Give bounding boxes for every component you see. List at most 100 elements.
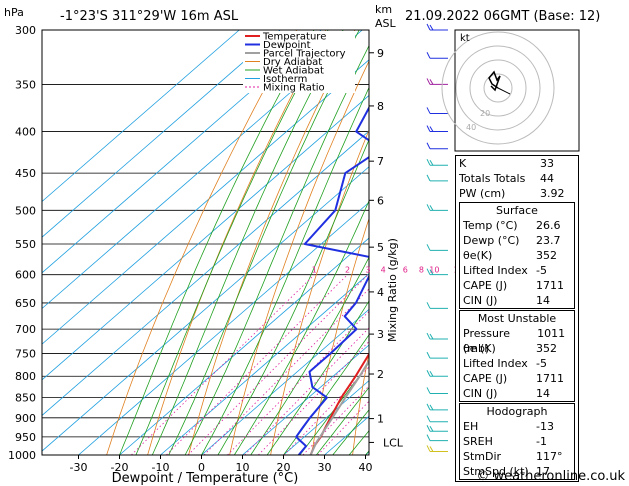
wind-barb-flag: [429, 205, 434, 211]
wind-barb-flag: [426, 142, 431, 149]
mixing-ratio-label: 3: [366, 266, 371, 275]
wind-barb-flag: [426, 107, 431, 114]
wet-adiabat-line: [332, 409, 369, 455]
wind-barb-flag: [426, 425, 431, 432]
hodo-stmdir: StmDir 117°: [463, 450, 563, 463]
wind-barb-flag: [429, 126, 434, 132]
mixing-ratio-line: [131, 274, 315, 455]
km-tick-label: 1: [377, 413, 384, 426]
dry-adiabat-line: [352, 351, 369, 455]
wind-barb-flag: [429, 426, 434, 432]
wind-barb-flag: [429, 333, 434, 340]
wind-barb-flag: [429, 79, 434, 85]
km-tick-label: 8: [377, 100, 384, 113]
legend: Temperature Dewpoint Parcel Trajectory D…: [243, 31, 355, 94]
wet-adiabat-line: [184, 44, 369, 455]
isotherm-line: [160, 273, 369, 455]
pressure-tick-label: 700: [15, 323, 36, 336]
hodograph-unit: kt: [460, 33, 470, 44]
wet-adiabat-line: [233, 199, 369, 455]
mu-theta-e: θe (K) 352: [463, 342, 557, 355]
location-title: -1°23'S 311°29'W 16m ASL: [60, 9, 239, 24]
temperature-tick-label: 0: [198, 461, 205, 474]
hodograph-section: Hodograph EH -13 SREH -1 StmDir 117° StmSpd…: [459, 403, 575, 480]
indices-panel: K 33 Totals Totals 44 PW (cm) 3.92 Surface …: [455, 155, 579, 482]
surface-cin: CIN (J) 14: [463, 294, 550, 307]
dry-adiabat-line: [311, 217, 369, 455]
isotherm-line: [42, 30, 281, 238]
wet-adiabat-line: [250, 256, 369, 455]
wind-barbs: [426, 23, 448, 452]
isotherm-line: [42, 130, 369, 416]
isotherm-line: [42, 59, 369, 345]
km-unit-label: km: [375, 3, 392, 16]
wind-barb-flag: [426, 174, 431, 182]
temperature-tick-label: -10: [152, 461, 170, 474]
wet-adiabat-line: [315, 386, 369, 455]
km-tick-label: 7: [377, 155, 384, 168]
surface-cape: CAPE (J) 1711: [463, 279, 564, 292]
storm-motion-vector: [497, 87, 511, 95]
wind-barb-flag: [426, 78, 431, 85]
wind-barb-flag: [426, 244, 431, 251]
isotherm-line: [42, 30, 322, 274]
index-row-k: K 33: [459, 157, 554, 170]
wind-barb-flag: [426, 415, 431, 422]
pressure-tick-label: 400: [15, 126, 36, 139]
hodograph-ring-label-20: 20: [480, 109, 490, 118]
wet-adiabat-line: [217, 138, 369, 455]
pressure-tick-label: 950: [15, 431, 36, 444]
asl-unit-label: ASL: [375, 17, 397, 30]
isotherm-line: [42, 30, 363, 310]
pressure-tick-label: 650: [15, 297, 36, 310]
most-unstable-title: Most Unstable: [477, 312, 557, 325]
isotherm-line: [242, 344, 369, 455]
km-tick-label: 9: [377, 47, 384, 60]
most-unstable-section: Most Unstable Pressure (mb) 1011 θe (K) 35…: [459, 310, 575, 402]
wind-barb-flag: [429, 269, 434, 275]
hodograph-frame: [454, 29, 580, 152]
wind-barb-flag: [429, 370, 434, 377]
profile-dewpoint: [295, 105, 369, 455]
pressure-tick-label: 1000: [8, 449, 36, 462]
hodograph-ring-30: [455, 45, 541, 131]
dry-adiabat-line: [595, 30, 629, 455]
mu-lifted-index: Lifted Index -5: [463, 357, 547, 370]
mixing-ratio-label: 6: [403, 266, 408, 275]
km-tick-label: 6: [377, 194, 384, 207]
dry-adiabat-line: [147, 30, 327, 455]
mixing-ratio-label: 10: [429, 266, 439, 275]
wet-adiabat-line: [119, 30, 315, 455]
surface-dewp: Dewp (°C) 23.7: [463, 234, 561, 247]
km-tick-label: 3: [377, 328, 384, 341]
mixing-ratio-label: 1: [312, 266, 317, 275]
hodograph-ring-20: [469, 59, 527, 117]
km-tick-label: 5: [377, 241, 384, 254]
pressure-tick-label: 600: [15, 269, 36, 282]
legend-dry-adiabat: Dry Adiabat: [263, 57, 322, 68]
hodo-stmspd: StmSpd (kt) 17: [463, 465, 550, 478]
surface-theta-e: θe(K) 352: [463, 249, 557, 262]
surface-section: Surface Temp (°C) 26.6 Dewp (°C) 23.7 θe(K…: [459, 202, 575, 309]
hodograph-ring-10: [483, 73, 513, 103]
wind-barb-flag: [426, 332, 431, 340]
pressure-axis: 300 350 400 450 500 550 600 650 700 750 800 850 900 9…: [8, 24, 36, 462]
km-axis: 9 8 7 6 5 4 3 2 1 LCL: [369, 47, 404, 449]
legend-temperature: Temperature: [262, 32, 326, 43]
wind-barb-flag: [426, 302, 431, 309]
wind-barb-flag: [426, 434, 431, 441]
surface-title: Surface: [496, 204, 538, 217]
hodograph-ring-40: [441, 31, 555, 145]
hodograph-trace: [488, 70, 501, 92]
isotherm-line: [283, 380, 369, 455]
copyright-footer: © weatheronline.co.uk: [476, 469, 625, 484]
pressure-tick-label: 450: [15, 167, 36, 180]
km-tick-label: 2: [377, 368, 384, 381]
wind-barb-flag: [426, 23, 431, 31]
mixing-ratio-label: 2: [345, 266, 350, 275]
wind-barb-flag: [426, 387, 431, 394]
index-row-totals: Totals Totals 44: [459, 172, 554, 185]
hodo-eh: EH -13: [463, 420, 554, 433]
hodograph-ring-label-40: 40: [466, 123, 476, 132]
